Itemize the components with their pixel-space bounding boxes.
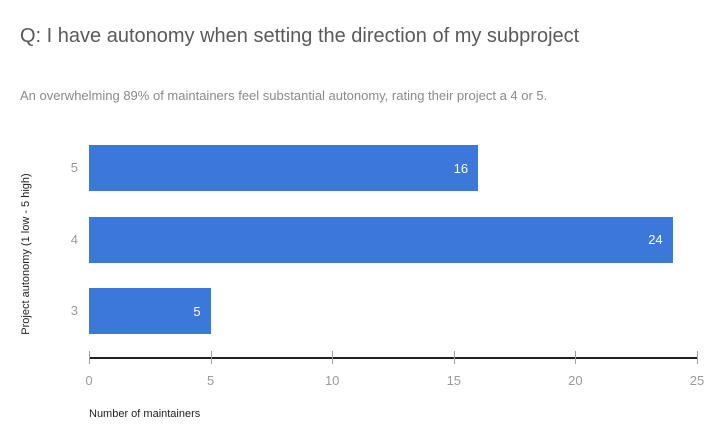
chart-title: Q: I have autonomy when setting the dire… (20, 25, 580, 47)
x-axis-tick (210, 351, 212, 364)
bar-4: 24 (89, 216, 673, 263)
x-axis-tick (697, 351, 698, 364)
x-axis-tick-label: 0 (85, 373, 93, 388)
category-label: 4 (70, 231, 78, 247)
x-axis-tick-label: 20 (568, 373, 583, 388)
x-axis-title: Number of maintainers (89, 408, 201, 420)
x-axis-line (89, 357, 697, 359)
bar-3: 5 (89, 288, 211, 334)
x-axis-tick-label: 25 (689, 373, 705, 388)
x-axis-tick-label: 5 (206, 373, 215, 388)
x-axis-tick (575, 351, 577, 364)
x-axis-tick (332, 351, 334, 364)
bar-value-label: 16 (453, 160, 469, 176)
chart-subtitle: An overwhelming 89% of maintainers feel … (20, 88, 548, 103)
x-axis-tick-label: 15 (446, 373, 462, 388)
category-label: 5 (70, 160, 78, 175)
x-axis-tick-label: 10 (324, 373, 340, 388)
x-axis-tick (89, 351, 90, 364)
bar-5: 16 (89, 145, 479, 191)
x-axis-tick (453, 351, 455, 364)
bar-value-label: 5 (193, 303, 201, 319)
bar-value-label: 24 (648, 232, 663, 247)
category-label: 3 (70, 303, 78, 318)
